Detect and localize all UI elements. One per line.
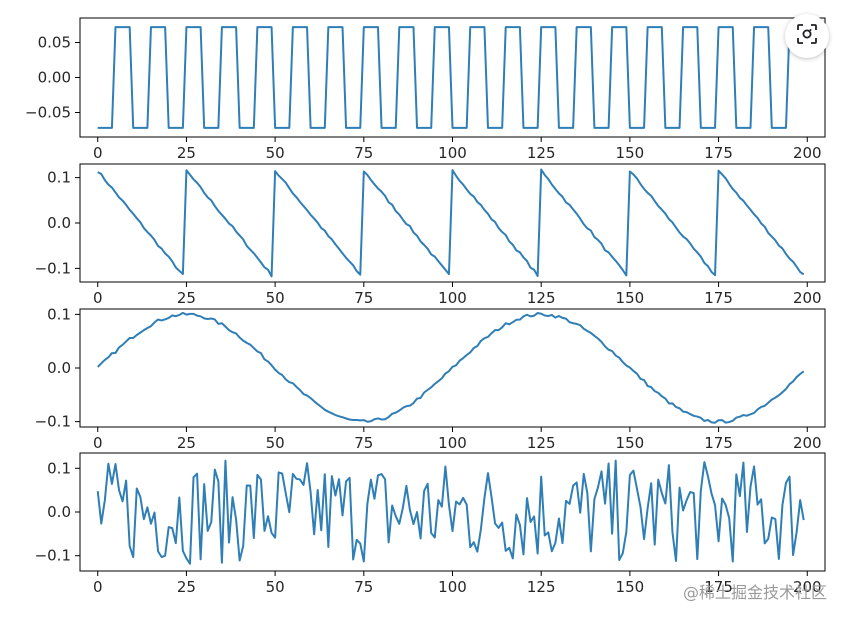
series-line xyxy=(97,26,804,129)
x-tick-label: 25 xyxy=(177,289,196,307)
y-tick-label: −0.1 xyxy=(35,547,71,565)
x-tick-label: 25 xyxy=(177,578,196,596)
watermark: @稀土掘金技术社区 xyxy=(682,583,827,602)
x-tick-label: 125 xyxy=(527,434,556,452)
x-tick-label: 175 xyxy=(704,144,733,162)
x-tick-label: 50 xyxy=(266,144,285,162)
x-tick-label: 175 xyxy=(704,578,733,596)
x-tick-label: 125 xyxy=(527,578,556,596)
x-tick-label: 50 xyxy=(266,578,285,596)
subplot-4: 0 25 50 75 100 125 150 175 200 0.1 0.0 −0.1 xyxy=(35,452,826,596)
x-tick-label: 0 xyxy=(93,578,103,596)
y-tick-label: 0.00 xyxy=(38,69,71,87)
x-tick-label: 50 xyxy=(266,434,285,452)
y-tick-label: −0.1 xyxy=(35,413,71,431)
subplot-2: 0 25 50 75 100 125 150 175 200 0.1 0.0 −0.1 xyxy=(35,163,826,307)
x-tick-label: 50 xyxy=(266,289,285,307)
x-tick-label: 150 xyxy=(616,144,645,162)
series-line xyxy=(96,459,805,565)
lens-icon xyxy=(796,23,818,49)
x-tick-label: 25 xyxy=(177,434,196,452)
series-line xyxy=(97,311,805,424)
y-tick-label: 0.0 xyxy=(47,359,71,377)
x-tick-label: 150 xyxy=(616,289,645,307)
x-tick-label: 75 xyxy=(354,144,373,162)
x-tick-label: 75 xyxy=(354,578,373,596)
y-tick-label: 0.1 xyxy=(47,305,71,323)
x-tick-label: 100 xyxy=(438,434,467,452)
y-tick-label: −0.1 xyxy=(35,259,71,277)
x-tick-label: 0 xyxy=(93,289,103,307)
x-tick-label: 200 xyxy=(793,289,822,307)
subplot-3: 0 25 50 75 100 125 150 175 200 0.1 0.0 −0.1 xyxy=(35,305,826,452)
series-line xyxy=(97,168,805,278)
y-tick-label: 0.0 xyxy=(47,503,71,521)
y-tick-label: 0.1 xyxy=(47,169,71,187)
x-tick-label: 100 xyxy=(438,578,467,596)
x-tick-label: 100 xyxy=(438,144,467,162)
x-tick-label: 75 xyxy=(354,289,373,307)
x-tick-label: 200 xyxy=(793,434,822,452)
x-tick-label: 200 xyxy=(793,578,822,596)
x-tick-label: 125 xyxy=(527,144,556,162)
x-tick-label: 200 xyxy=(793,144,822,162)
y-tick-label: 0.0 xyxy=(47,214,71,232)
x-tick-label: 25 xyxy=(177,144,196,162)
x-tick-label: 100 xyxy=(438,289,467,307)
subplot-1: 0 25 50 75 100 125 150 175 200 0.05 0.00 −0.05 xyxy=(25,17,826,162)
x-tick-label: 0 xyxy=(93,434,103,452)
y-tick-label: 0.1 xyxy=(47,459,71,477)
y-tick-label: 0.05 xyxy=(38,34,71,52)
x-tick-label: 75 xyxy=(354,434,373,452)
lens-button[interactable] xyxy=(785,14,829,58)
y-tick-label: −0.05 xyxy=(25,104,71,122)
x-tick-label: 150 xyxy=(616,434,645,452)
x-tick-label: 150 xyxy=(616,578,645,596)
x-tick-label: 175 xyxy=(704,289,733,307)
x-tick-label: 175 xyxy=(704,434,733,452)
x-tick-label: 125 xyxy=(527,289,556,307)
x-tick-label: 0 xyxy=(93,144,103,162)
